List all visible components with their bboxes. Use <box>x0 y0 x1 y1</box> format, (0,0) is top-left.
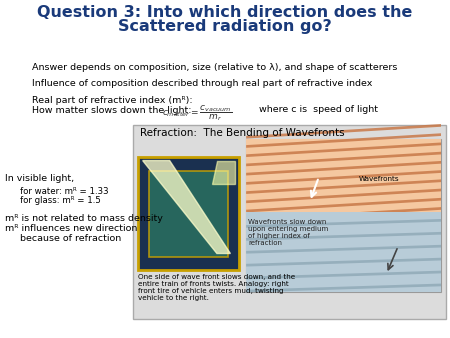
Text: for water: mᴿ = 1.33: for water: mᴿ = 1.33 <box>20 187 109 196</box>
Polygon shape <box>246 124 441 139</box>
Polygon shape <box>143 161 230 254</box>
Text: mᴿ is not related to mass density: mᴿ is not related to mass density <box>5 214 163 223</box>
Polygon shape <box>246 207 441 222</box>
Text: Influence of composition described through real part of refractive index: Influence of composition described throu… <box>32 79 372 89</box>
Polygon shape <box>246 271 441 280</box>
Polygon shape <box>246 258 441 267</box>
Text: How matter slows down the light:: How matter slows down the light: <box>32 106 191 116</box>
Text: Wavefronts slow down
upon entering medium
of higher index of
refraction: Wavefronts slow down upon entering mediu… <box>248 219 328 245</box>
Polygon shape <box>246 219 441 228</box>
FancyBboxPatch shape <box>246 139 441 212</box>
Polygon shape <box>246 245 441 254</box>
FancyBboxPatch shape <box>133 125 446 319</box>
FancyBboxPatch shape <box>149 171 228 257</box>
FancyBboxPatch shape <box>246 139 441 292</box>
Polygon shape <box>246 179 441 194</box>
Polygon shape <box>246 189 441 203</box>
Text: Wavefronts: Wavefronts <box>359 175 400 182</box>
Polygon shape <box>246 198 441 212</box>
Text: In visible light,: In visible light, <box>5 174 75 183</box>
Text: for glass: mᴿ = 1.5: for glass: mᴿ = 1.5 <box>20 196 101 205</box>
Polygon shape <box>246 133 441 148</box>
Text: $c_{matter} = \dfrac{c_{vacuum}}{m_r}$: $c_{matter} = \dfrac{c_{vacuum}}{m_r}$ <box>162 103 232 123</box>
Polygon shape <box>246 143 441 157</box>
Polygon shape <box>212 161 235 184</box>
Polygon shape <box>246 232 441 241</box>
Text: mᴿ influences new direction: mᴿ influences new direction <box>5 224 138 233</box>
Text: because of refraction: because of refraction <box>20 234 122 243</box>
Text: Question 3: Into which direction does the: Question 3: Into which direction does th… <box>37 5 413 20</box>
Text: Refraction:  The Bending of Wavefronts: Refraction: The Bending of Wavefronts <box>140 128 344 138</box>
Polygon shape <box>246 284 441 292</box>
Text: Real part of refractive index (mᴿ):: Real part of refractive index (mᴿ): <box>32 96 192 105</box>
Polygon shape <box>246 152 441 166</box>
FancyBboxPatch shape <box>246 212 441 292</box>
Polygon shape <box>246 170 441 185</box>
Text: Scattered radiation go?: Scattered radiation go? <box>118 19 332 33</box>
Text: One side of wave front slows down, and the
entire train of fronts twists. Analog: One side of wave front slows down, and t… <box>138 274 295 301</box>
Text: Answer depends on composition, size (relative to λ), and shape of scatterers: Answer depends on composition, size (rel… <box>32 63 397 72</box>
FancyBboxPatch shape <box>138 157 239 270</box>
Text: where c is  speed of light: where c is speed of light <box>259 105 378 115</box>
Polygon shape <box>246 161 441 175</box>
